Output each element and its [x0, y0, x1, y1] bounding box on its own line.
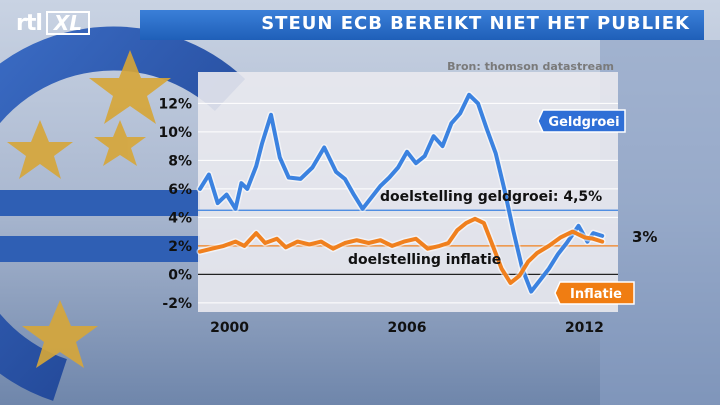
rtl-xl-logo: rtl XL	[16, 10, 91, 36]
x-tick-label: 2006	[388, 320, 427, 336]
reference-label-geldgroei: doelstelling geldgroei: 4,5%	[380, 189, 602, 205]
reference-label-inflatie: doelstelling inflatie	[348, 252, 501, 268]
chart-series	[196, 91, 606, 295]
series-label-geldgroei: Geldgroei	[548, 115, 619, 130]
y-tick-label: 2%	[168, 239, 192, 255]
rtl-logo-text: rtl	[16, 10, 43, 36]
y-tick-label: 10%	[158, 125, 192, 141]
y-tick-label: 0%	[168, 267, 192, 283]
chart-tick-labels: 12% 10% 8% 6% 4% 2% 0% -2% 2000 2006 2012	[158, 96, 603, 336]
current-value-label: 3%	[632, 228, 657, 246]
y-tick-label: -2%	[162, 296, 192, 312]
page-title: STEUN ECB BEREIKT NIET HET PUBLIEK	[261, 13, 690, 34]
x-tick-label: 2000	[210, 320, 249, 336]
chart-source: Bron: thomson datastream	[447, 60, 614, 73]
geldgroei-tag: Geldgroei	[537, 109, 626, 133]
series-line-inflatie	[198, 216, 605, 285]
y-tick-label: 8%	[168, 153, 192, 169]
xl-logo-text: XL	[45, 11, 91, 35]
series-label-inflatie: Inflatie	[570, 287, 622, 302]
inflatie-tag: Inflatie	[554, 281, 635, 305]
y-tick-label: 12%	[158, 96, 192, 112]
y-tick-label: 4%	[168, 210, 192, 226]
y-tick-label: 6%	[168, 182, 192, 198]
series-line-geldgroei	[198, 92, 605, 294]
title-bar: STEUN ECB BEREIKT NIET HET PUBLIEK	[140, 10, 704, 40]
x-tick-label: 2012	[565, 320, 604, 336]
